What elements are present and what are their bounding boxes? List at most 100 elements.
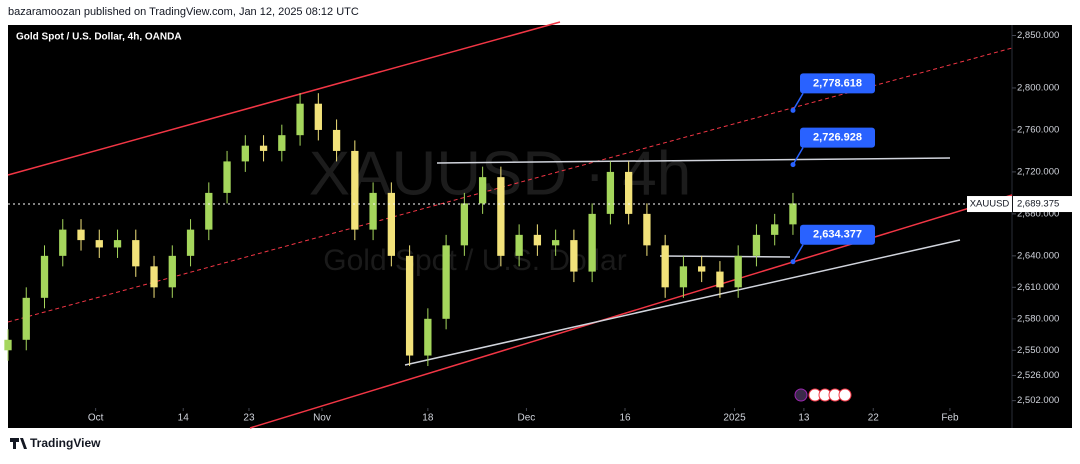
y-tick-label: 2,550.000 bbox=[1017, 345, 1059, 356]
x-tick-label: Dec bbox=[518, 413, 536, 424]
candle-body bbox=[186, 229, 195, 256]
annotation-pointer bbox=[792, 244, 804, 263]
x-tick-label: 14 bbox=[178, 413, 190, 424]
event-icon bbox=[794, 388, 808, 402]
candle-body bbox=[570, 240, 578, 272]
candle-body bbox=[168, 255, 176, 288]
x-tick-label: Feb bbox=[941, 413, 959, 424]
y-tick-label: 2,502.000 bbox=[1017, 395, 1059, 406]
annotation-point bbox=[790, 259, 796, 265]
candle-body bbox=[351, 150, 359, 230]
annotation-pointer bbox=[792, 147, 804, 166]
annotation-pointer bbox=[792, 93, 804, 111]
y-tick-label: 2,526.000 bbox=[1017, 370, 1059, 381]
x-tick-label: 22 bbox=[868, 413, 880, 424]
symbol-tag: XAUUSD bbox=[970, 199, 1010, 210]
channel-lower bbox=[249, 194, 1013, 429]
y-tick-label: 2,800.000 bbox=[1017, 82, 1059, 93]
y-tick-label: 2,850.000 bbox=[1017, 30, 1059, 41]
event-icons bbox=[794, 388, 852, 402]
chart-title: Gold Spot / U.S. Dollar, 4h, OANDA bbox=[16, 32, 182, 43]
candle-body bbox=[625, 171, 633, 214]
range-line bbox=[659, 255, 791, 258]
candle-body bbox=[296, 103, 304, 136]
candle-body bbox=[405, 255, 414, 356]
chart-area bbox=[8, 25, 1072, 428]
candle-body bbox=[515, 234, 523, 256]
y-tick-label: 2,720.000 bbox=[1017, 166, 1059, 177]
candle-body bbox=[132, 240, 140, 267]
x-tick-label: Oct bbox=[88, 413, 104, 424]
y-tick-label: 2,680.000 bbox=[1017, 208, 1059, 219]
y-tick-label: 2,640.000 bbox=[1017, 250, 1059, 261]
x-tick-label: 13 bbox=[798, 413, 810, 424]
annotation-label: 2,726.928 bbox=[813, 132, 862, 144]
watermark-subtitle: Gold Spot / U.S. Dollar bbox=[323, 244, 626, 277]
candle-body bbox=[497, 177, 505, 256]
candle-body bbox=[771, 224, 779, 235]
annotation-label: 2,778.618 bbox=[813, 77, 862, 89]
channel-middle bbox=[7, 47, 1013, 323]
annotation-box bbox=[800, 73, 875, 94]
channel-upper bbox=[7, 21, 561, 176]
support-trendline bbox=[404, 239, 961, 366]
candle-body bbox=[424, 318, 432, 356]
footer-brand: TradingView bbox=[30, 436, 101, 450]
candle-body bbox=[716, 271, 724, 288]
candle-body bbox=[460, 203, 469, 246]
candle-body bbox=[259, 145, 268, 151]
candle-body bbox=[113, 240, 122, 248]
candle-body bbox=[59, 229, 67, 256]
annotation-point bbox=[790, 107, 796, 113]
candle-body bbox=[478, 177, 487, 204]
candle-body bbox=[551, 240, 560, 246]
candle-body bbox=[369, 192, 377, 230]
annotation-box bbox=[800, 224, 875, 245]
event-icon bbox=[838, 388, 852, 402]
candle-body bbox=[40, 255, 49, 298]
candle-body bbox=[4, 339, 12, 351]
candle-body bbox=[241, 145, 249, 162]
x-tick-label: 2025 bbox=[723, 413, 746, 424]
y-tick-label: 2,580.000 bbox=[1017, 313, 1059, 324]
symbol-tag-bg bbox=[967, 196, 1012, 213]
candle-body bbox=[442, 245, 450, 319]
last-price-tag: 2,689.375 bbox=[1017, 199, 1059, 210]
candle-body bbox=[150, 266, 158, 288]
annotation-box bbox=[800, 127, 875, 148]
candle-body bbox=[387, 192, 395, 256]
candle-body bbox=[278, 135, 286, 151]
candle-body bbox=[661, 245, 669, 288]
candle-body bbox=[752, 234, 761, 256]
candle-body bbox=[588, 213, 596, 272]
y-tick-label: 2,760.000 bbox=[1017, 124, 1059, 135]
candle-body bbox=[789, 203, 797, 225]
candle-body bbox=[734, 255, 742, 288]
candle-body bbox=[332, 129, 341, 151]
resistance-line bbox=[436, 157, 951, 164]
x-tick-label: 16 bbox=[619, 413, 631, 424]
x-tick-label: Nov bbox=[313, 413, 331, 424]
x-tick-label: 18 bbox=[422, 413, 434, 424]
annotation-label: 2,634.377 bbox=[813, 229, 862, 241]
publisher-line: bazaramoozan published on TradingView.co… bbox=[8, 6, 359, 18]
candle-body bbox=[95, 240, 103, 248]
last-price-tag-bg bbox=[1013, 196, 1072, 213]
candle-body bbox=[533, 234, 542, 246]
annotation-point bbox=[790, 162, 796, 168]
y-tick-label: 2,610.000 bbox=[1017, 282, 1059, 293]
drawings bbox=[7, 21, 1013, 429]
x-tick-label: 23 bbox=[243, 413, 255, 424]
candle-body bbox=[606, 171, 615, 214]
logo-icon bbox=[10, 438, 27, 449]
candle-body bbox=[77, 229, 85, 241]
candle-body bbox=[22, 297, 30, 340]
candle-body bbox=[314, 103, 322, 130]
candle-body bbox=[223, 161, 231, 193]
candle-body bbox=[679, 266, 688, 288]
candle-body bbox=[643, 213, 651, 246]
candle-body bbox=[698, 266, 706, 272]
candle-body bbox=[205, 192, 213, 230]
